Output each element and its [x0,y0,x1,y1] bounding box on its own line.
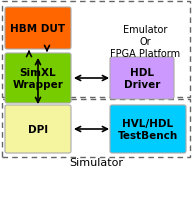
FancyBboxPatch shape [5,8,71,50]
FancyBboxPatch shape [110,58,174,100]
FancyBboxPatch shape [110,105,186,153]
Text: Emulator
Or
FPGA Platform: Emulator Or FPGA Platform [110,25,180,58]
Text: HDL
Driver: HDL Driver [124,68,160,89]
Text: DPI: DPI [28,124,48,134]
FancyBboxPatch shape [5,105,71,153]
Text: HVL/HDL
TestBench: HVL/HDL TestBench [118,119,178,140]
Bar [2,100,190,157]
Bar [2,2,190,98]
Text: HBM DUT: HBM DUT [10,24,66,34]
Text: Simulator: Simulator [69,157,123,167]
Text: SimXL
Wrapper: SimXL Wrapper [13,68,63,89]
FancyBboxPatch shape [5,54,71,103]
